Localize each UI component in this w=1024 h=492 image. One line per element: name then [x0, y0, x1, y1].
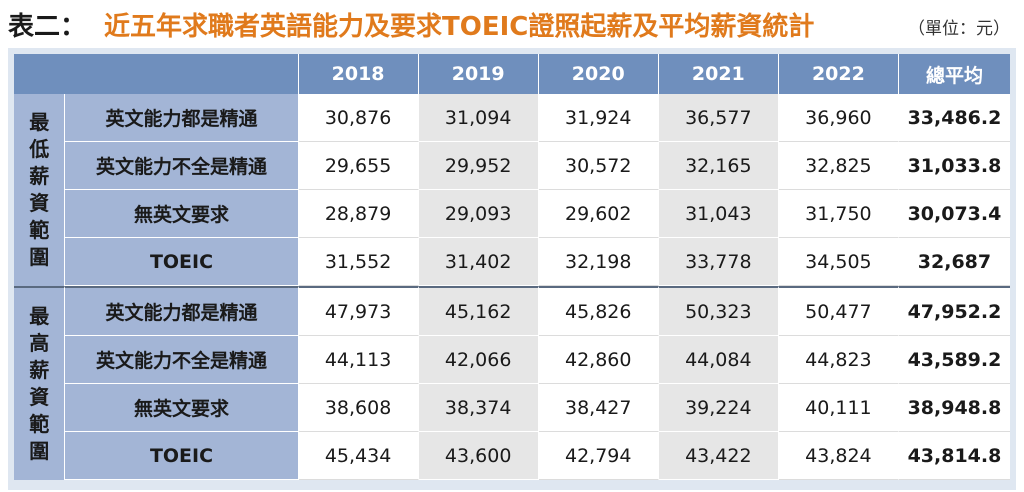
value-cell: 44,113: [298, 336, 419, 384]
value-cell: 38,427: [538, 384, 659, 432]
value-cell: 50,477: [778, 286, 899, 336]
value-cell: 34,505: [778, 238, 899, 286]
value-cell: 44,823: [778, 336, 899, 384]
value-cell: 30,572: [538, 142, 659, 190]
average-cell: 33,486.2: [898, 94, 1010, 142]
group-label-char: 最: [29, 304, 50, 328]
table-row: 無英文要求 28,879 29,093 29,602 31,043 31,750 30,07…: [14, 190, 1010, 238]
value-cell: 29,602: [538, 190, 659, 238]
row-label: 無英文要求: [65, 384, 299, 432]
value-cell: 30,876: [298, 94, 419, 142]
value-cell: 32,825: [778, 142, 899, 190]
title-bar: 表二： 近五年求職者英語能力及要求TOEIC證照起薪及平均薪資統計 （單位：元）: [0, 0, 1024, 48]
column-header: 2020: [538, 54, 659, 94]
group-label-char: 圍: [29, 439, 50, 463]
average-cell: 31,033.8: [898, 142, 1010, 190]
row-label: TOEIC: [65, 432, 299, 480]
column-header: 總平均: [898, 54, 1010, 94]
value-cell: 31,924: [538, 94, 659, 142]
group-label-char: 範: [29, 412, 50, 436]
value-cell: 43,422: [658, 432, 779, 480]
value-cell: 42,794: [538, 432, 659, 480]
group-label-char: 範: [29, 218, 50, 242]
value-cell: 31,094: [418, 94, 539, 142]
group-label-char: 資: [29, 191, 50, 215]
group-label-char: 薪: [29, 164, 50, 188]
group-label-char: 高: [29, 331, 50, 355]
value-cell: 29,952: [418, 142, 539, 190]
value-cell: 45,162: [418, 286, 539, 336]
table-row: 英文能力不全是精通 29,655 29,952 30,572 32,165 32,825 3…: [14, 142, 1010, 190]
group-label-char: 圍: [29, 245, 50, 269]
value-cell: 38,608: [298, 384, 419, 432]
value-cell: 50,323: [658, 286, 779, 336]
value-cell: 36,577: [658, 94, 779, 142]
value-cell: 43,824: [778, 432, 899, 480]
unit-note: （單位：元）: [908, 19, 1010, 39]
value-cell: 31,043: [658, 190, 779, 238]
table-body: 最低薪資範圍英文能力都是精通 30,876 31,094 31,924 36,577 36…: [14, 94, 1010, 480]
average-cell: 43,589.2: [898, 336, 1010, 384]
group-label-char: 資: [29, 385, 50, 409]
table-row: 英文能力不全是精通 44,113 42,066 42,860 44,084 44,823 4…: [14, 336, 1010, 384]
table-row: 無英文要求 38,608 38,374 38,427 39,224 40,111 38,94…: [14, 384, 1010, 432]
group-label: 最低薪資範圍: [14, 94, 66, 286]
table-row: TOEIC 31,552 31,402 32,198 33,778 34,505 32,68…: [14, 238, 1010, 286]
column-header: 2021: [658, 54, 779, 94]
row-label: TOEIC: [65, 238, 299, 286]
value-cell: 45,434: [298, 432, 419, 480]
table-title: 近五年求職者英語能力及要求TOEIC證照起薪及平均薪資統計: [104, 12, 815, 42]
value-cell: 36,960: [778, 94, 899, 142]
header-row: 2018 2019 2020 2021 2022 總平均: [14, 54, 1010, 94]
table-row: 最高薪資範圍英文能力都是精通 47,973 45,162 45,826 50,323 50…: [14, 286, 1010, 480]
value-cell: 45,826: [538, 286, 659, 336]
value-cell: 29,093: [418, 190, 539, 238]
average-cell: 43,814.8: [898, 432, 1010, 480]
value-cell: 44,084: [658, 336, 779, 384]
row-label: 英文能力都是精通: [65, 94, 299, 142]
salary-table: 2018 2019 2020 2021 2022 總平均 最低薪資範圍英文能力都…: [14, 54, 1010, 480]
value-cell: 31,402: [418, 238, 539, 286]
row-label: 英文能力不全是精通: [65, 336, 299, 384]
group-label-char: 低: [29, 137, 50, 161]
table-number: 表二：: [8, 12, 87, 42]
value-cell: 31,750: [778, 190, 899, 238]
value-cell: 29,655: [298, 142, 419, 190]
average-cell: 47,952.2: [898, 286, 1010, 336]
header-corner: [14, 54, 299, 94]
table-row: 最低薪資範圍英文能力都是精通 30,876 31,094 31,924 36,577 36…: [14, 94, 1010, 286]
row-label: 無英文要求: [65, 190, 299, 238]
value-cell: 43,600: [418, 432, 539, 480]
group-label-char: 最: [29, 110, 50, 134]
column-header: 2019: [418, 54, 539, 94]
average-cell: 38,948.8: [898, 384, 1010, 432]
row-label: 英文能力都是精通: [65, 286, 299, 336]
value-cell: 39,224: [658, 384, 779, 432]
value-cell: 32,165: [658, 142, 779, 190]
salary-table-panel: 2018 2019 2020 2021 2022 總平均 最低薪資範圍英文能力都…: [8, 48, 1016, 490]
value-cell: 38,374: [418, 384, 539, 432]
average-cell: 30,073.4: [898, 190, 1010, 238]
value-cell: 47,973: [298, 286, 419, 336]
value-cell: 31,552: [298, 238, 419, 286]
group-label: 最高薪資範圍: [14, 286, 66, 480]
column-header: 2018: [298, 54, 419, 94]
value-cell: 33,778: [658, 238, 779, 286]
value-cell: 42,066: [418, 336, 539, 384]
value-cell: 32,198: [538, 238, 659, 286]
column-header: 2022: [778, 54, 899, 94]
average-cell: 32,687: [898, 238, 1010, 286]
value-cell: 40,111: [778, 384, 899, 432]
value-cell: 28,879: [298, 190, 419, 238]
table-row: TOEIC 45,434 43,600 42,794 43,422 43,824 43,81…: [14, 432, 1010, 480]
value-cell: 42,860: [538, 336, 659, 384]
group-label-char: 薪: [29, 358, 50, 382]
row-label: 英文能力不全是精通: [65, 142, 299, 190]
